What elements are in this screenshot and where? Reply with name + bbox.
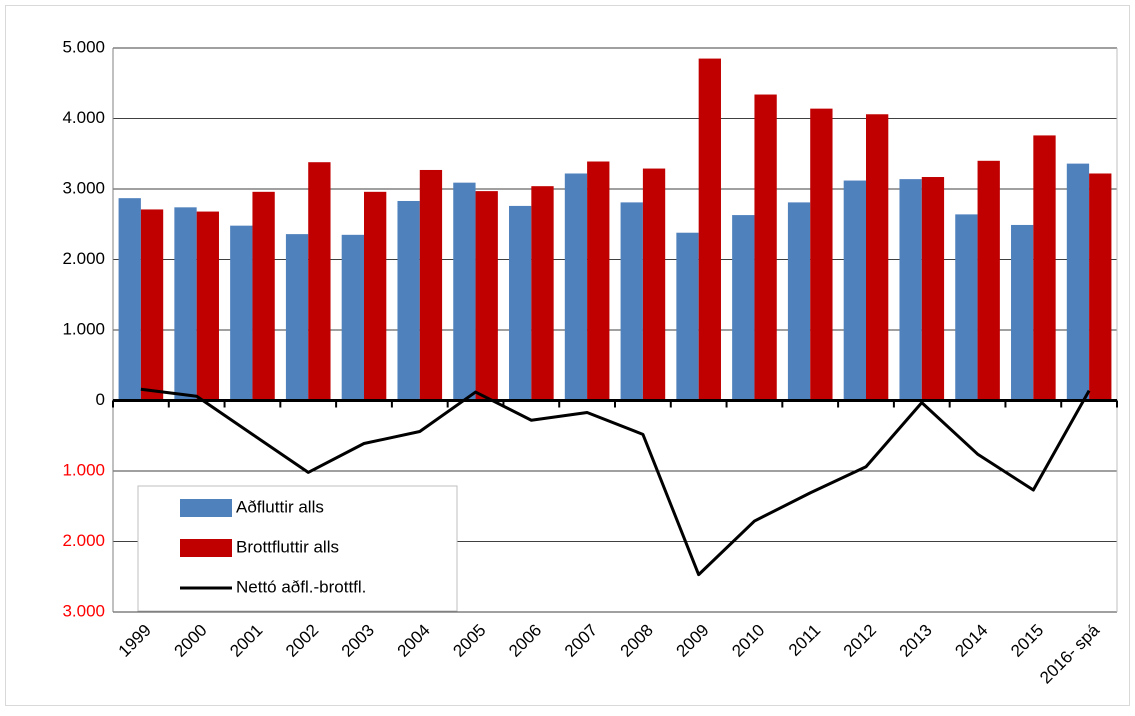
bar: [308, 162, 331, 401]
bar: [196, 211, 219, 401]
legend-label: Brottfluttir alls: [236, 537, 339, 556]
y-tick-label: 1.000: [62, 319, 105, 338]
y-tick-label: 4.000: [62, 108, 105, 127]
bar: [564, 173, 588, 401]
bar: [843, 180, 866, 401]
bar: [587, 161, 610, 401]
bar: [921, 177, 945, 401]
y-tick-label: 3.000: [62, 601, 105, 620]
y-tick-label: 1.000: [62, 460, 105, 479]
line: [140, 387, 1091, 577]
bar: [698, 58, 721, 401]
bar: [453, 182, 476, 401]
y-tick-label: 2.000: [62, 531, 105, 550]
y-tick-label: 5.000: [62, 37, 105, 56]
bar: [230, 225, 253, 401]
bar: [174, 207, 197, 401]
bar: [1066, 163, 1090, 401]
bar: [419, 169, 443, 401]
bar: [754, 94, 777, 401]
bar: [620, 202, 643, 401]
bar: [285, 234, 309, 401]
bar: [397, 200, 420, 401]
bar: [732, 215, 755, 401]
bar: [1089, 173, 1112, 401]
legend-label: Nettó aðfl.-brottfl.: [236, 577, 366, 596]
bar: [642, 168, 666, 401]
bar: [140, 209, 164, 401]
bar: [1033, 135, 1056, 401]
bar: [531, 186, 554, 401]
bar: [341, 234, 364, 401]
bar: [364, 191, 387, 401]
bar: [252, 191, 275, 401]
bar: [955, 214, 978, 401]
bar: [676, 232, 699, 401]
bar: [977, 160, 1000, 401]
y-tick-label: 2.000: [62, 249, 105, 268]
y-tick-label: 3.000: [62, 178, 105, 197]
bar: [866, 114, 889, 401]
legend-swatch: [180, 539, 232, 557]
bar: [899, 179, 922, 401]
bar: [118, 198, 141, 401]
bar: [509, 205, 532, 401]
bar: [475, 191, 498, 401]
y-tick-label: 0: [96, 390, 105, 409]
legend-swatch: [180, 499, 232, 517]
bar: [787, 202, 811, 401]
legend-label: Aðfluttir alls: [236, 497, 324, 516]
bar: [810, 108, 833, 401]
bar: [1011, 224, 1034, 401]
